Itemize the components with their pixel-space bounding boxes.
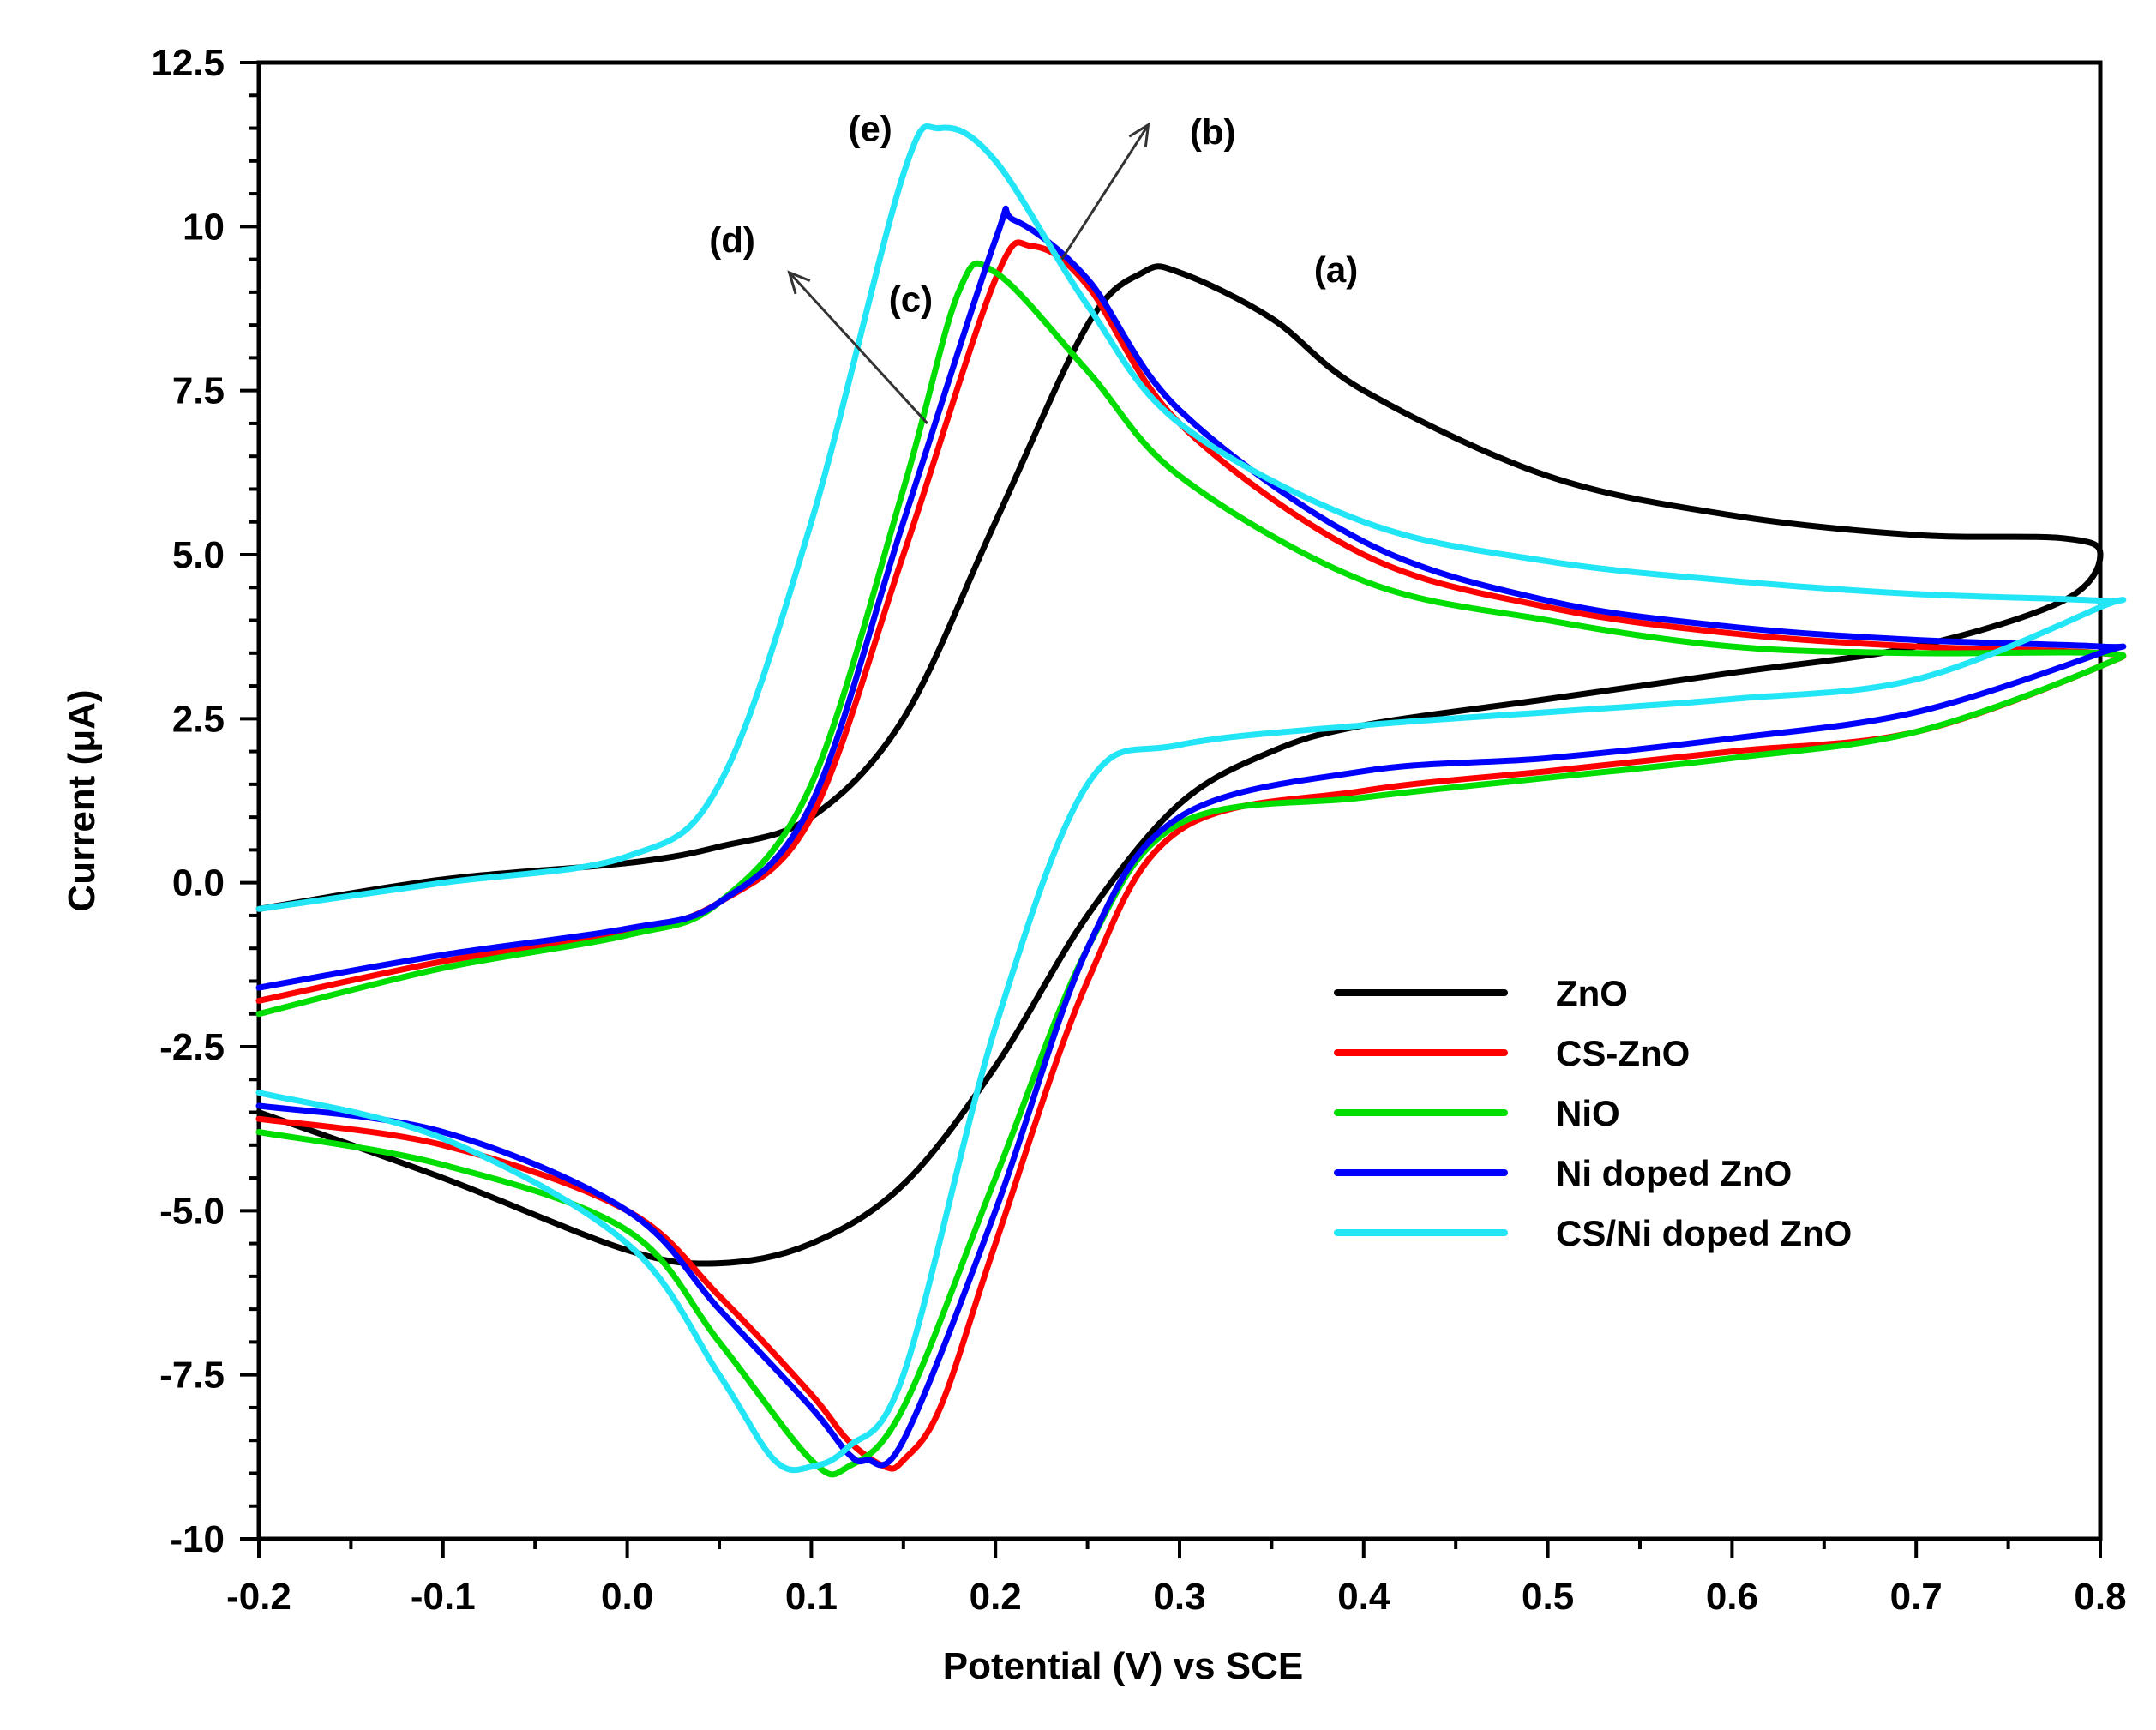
series-line-nio [255, 260, 2127, 1478]
legend-label: ZnO [1556, 973, 1628, 1013]
y-tick-label: 0.0 [172, 862, 225, 904]
series-layer [255, 123, 2127, 1478]
x-tick-label: 0.0 [601, 1576, 653, 1618]
x-tick-label: 0.2 [970, 1576, 1022, 1618]
arrow-layer [787, 122, 1150, 424]
annotation-label: (c) [889, 279, 933, 320]
series-line-zno [255, 263, 2104, 1267]
x-tick-label: 0.4 [1337, 1576, 1390, 1618]
x-tick-label: 0.5 [1522, 1576, 1574, 1618]
y-tick-label: 7.5 [172, 370, 225, 412]
x-axis-title: Potential (V) vs SCE [943, 1645, 1304, 1687]
annotation-layer: (a) (b) (c) (d) (e) [709, 109, 1358, 320]
x-tick-label: -0.1 [411, 1576, 476, 1618]
annotation-label: (e) [848, 109, 892, 149]
y-tick-label: -7.5 [159, 1355, 225, 1397]
series-line-cs-zno [255, 239, 2127, 1472]
y-tick-label: 12.5 [151, 42, 225, 84]
annotation-arrowhead [787, 270, 811, 295]
annotation-label: (b) [1190, 111, 1236, 152]
y-tick-label: 2.5 [172, 698, 225, 740]
annotation-arrow [788, 271, 928, 424]
x-tick-label: 0.7 [1890, 1576, 1943, 1618]
annotation-arrow [1060, 123, 1150, 261]
y-axis-title: Current (μA) [61, 689, 103, 911]
y-axis-ticks: -10 -7.5 -5.0 -2.5 0.0 2.5 5.0 7.5 10 12.5 [151, 42, 259, 1560]
x-tick-label: 0.6 [1706, 1576, 1758, 1618]
legend-label: CS/Ni doped ZnO [1556, 1213, 1852, 1253]
annotation-label: (a) [1314, 249, 1358, 290]
x-tick-label: 0.3 [1153, 1576, 1205, 1618]
x-axis-ticks: -0.2 -0.1 0.0 0.1 0.2 0.3 0.4 0.5 0.6 0.7 0.8 [226, 1539, 2127, 1618]
annotation-label: (d) [709, 220, 755, 261]
series-line-cs-ni-doped-zno [255, 123, 2127, 1474]
x-tick-label: -0.2 [226, 1576, 291, 1618]
legend-label: Ni doped ZnO [1556, 1153, 1792, 1193]
legend: ZnO CS-ZnO NiO Ni doped ZnO CS/Ni doped ZnO [1334, 973, 1852, 1253]
y-tick-label: -10 [170, 1518, 225, 1560]
y-tick-label: -2.5 [159, 1026, 225, 1068]
annotation-arrowhead [1128, 122, 1150, 147]
y-tick-label: -5.0 [159, 1190, 225, 1232]
legend-label: NiO [1556, 1093, 1620, 1133]
legend-label: CS-ZnO [1556, 1033, 1690, 1073]
series-line-ni-doped-zno [255, 205, 2127, 1469]
x-tick-label: 0.1 [785, 1576, 838, 1618]
y-tick-label: 5.0 [172, 534, 225, 576]
y-tick-label: 10 [183, 206, 225, 248]
x-tick-label: 0.8 [2074, 1576, 2126, 1618]
